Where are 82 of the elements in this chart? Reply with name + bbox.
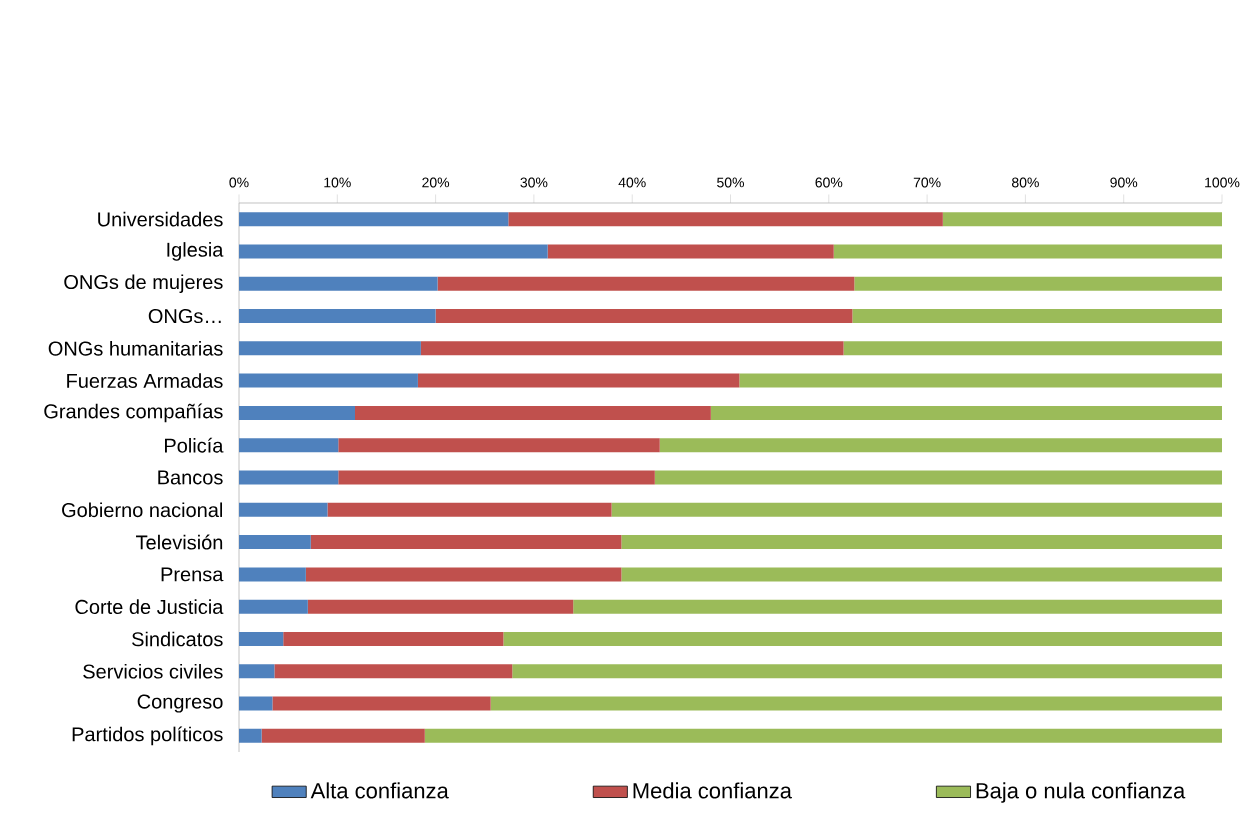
x-tick-label: 30%	[520, 177, 548, 188]
x-tick-label: 10%	[324, 177, 351, 188]
bar	[852, 309, 1223, 324]
bar	[239, 696, 273, 711]
bar	[659, 438, 1223, 453]
bar	[305, 567, 622, 582]
bar	[239, 341, 421, 356]
bar	[621, 535, 1223, 550]
y-tick-label: Servicios civiles	[83, 663, 223, 679]
bar	[739, 373, 1223, 388]
bar	[424, 728, 1223, 743]
bar	[833, 244, 1223, 259]
y-tick-label: Sindicatos	[132, 631, 223, 647]
bar	[355, 405, 711, 420]
bar	[307, 599, 574, 614]
bar	[942, 212, 1223, 227]
bar	[239, 373, 418, 388]
y-tick-label: Corte de Justicia	[75, 599, 224, 615]
bar	[239, 631, 284, 646]
y-tick-label: Prensa	[161, 567, 224, 582]
x-tick-label: 80%	[1011, 177, 1039, 188]
x-tick-label: 60%	[815, 177, 843, 188]
bar	[239, 438, 339, 453]
x-tick-label: 40%	[618, 177, 646, 188]
bar	[239, 244, 548, 259]
y-tick-label: Universidades	[98, 211, 223, 227]
x-tick-label: 0%	[229, 177, 249, 188]
y-tick-label: Congreso	[137, 694, 223, 713]
bar	[261, 728, 425, 743]
y-tick-label: Fuerzas Armadas	[67, 373, 223, 388]
bar	[843, 341, 1223, 356]
bar	[338, 470, 655, 485]
legend-label: Baja o nula confianza	[976, 782, 1186, 803]
y-tick-label: Iglesia	[167, 242, 224, 261]
legend-label: Media confianza	[633, 782, 792, 799]
bar	[512, 664, 1223, 679]
bar	[272, 696, 491, 711]
bar	[417, 373, 740, 388]
y-tick-label: ONGs humanitarias	[48, 340, 223, 356]
x-tick-label: 50%	[717, 177, 745, 188]
x-tick-label: 100%	[1205, 177, 1240, 188]
bar	[611, 502, 1223, 517]
y-tick-label: Televisión	[136, 534, 223, 550]
bar	[420, 341, 844, 356]
y-tick-label: Gobierno nacional	[62, 502, 223, 518]
bar	[547, 244, 834, 259]
bar	[490, 696, 1223, 711]
bar	[274, 664, 513, 679]
bar	[239, 212, 509, 227]
bar	[338, 438, 660, 453]
bar	[239, 470, 339, 485]
legend-label: Alta confianza	[310, 782, 449, 799]
bar	[573, 599, 1223, 614]
bar	[437, 276, 855, 291]
bar	[654, 470, 1223, 485]
y-tick-label: ONGs de mujeres	[64, 274, 223, 294]
bar	[239, 535, 311, 550]
bar	[854, 276, 1223, 291]
bar	[621, 567, 1223, 582]
x-tick-label: 70%	[913, 177, 941, 188]
bar	[239, 502, 328, 517]
bar	[239, 567, 306, 582]
y-tick-label: Policía	[165, 437, 224, 453]
y-tick-label: Grandes compañías	[44, 403, 223, 423]
bar	[283, 631, 504, 646]
bar	[239, 309, 436, 324]
bar	[710, 405, 1223, 420]
bar	[508, 212, 943, 227]
bar	[310, 535, 622, 550]
x-tick-label: 20%	[422, 177, 450, 188]
bar	[239, 276, 438, 291]
bar	[435, 309, 853, 324]
y-tick-label: ONGs…	[148, 308, 221, 324]
bar	[503, 631, 1223, 646]
bar	[239, 405, 355, 420]
bar	[239, 664, 275, 679]
bar	[239, 728, 262, 743]
y-tick-label: Partidos políticos	[72, 726, 223, 746]
y-tick-label: Bancos	[158, 470, 223, 485]
x-tick-label: 90%	[1110, 177, 1138, 188]
bar	[239, 599, 308, 614]
bar	[327, 502, 612, 517]
